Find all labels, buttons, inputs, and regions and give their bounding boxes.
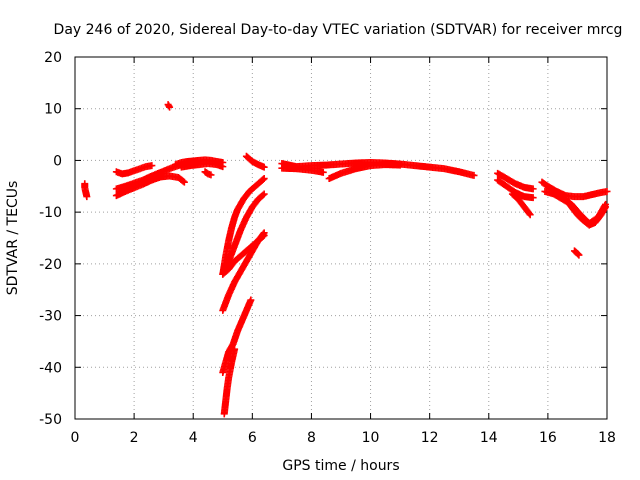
x-tick-label: 16 [539,430,557,446]
data-point [526,211,534,219]
plot-frame [74,56,608,420]
data-point [470,171,478,179]
data-point [603,187,611,195]
y-tick-label: -20 [39,257,62,273]
data-point [247,296,255,304]
y-tick-label: -30 [39,309,62,325]
series-arc-evening-a [494,169,537,193]
x-tick-label: 0 [71,430,80,446]
y-tick-label: -40 [39,360,62,376]
data-point [179,177,187,185]
chart-title: Day 246 of 2020, Sidereal Day-to-day VTE… [54,22,623,38]
series-arc-afternoon-a [242,152,268,171]
series-drop-1 [219,175,268,278]
x-tick-label: 8 [307,430,316,446]
series-drop-4 [219,231,268,278]
data-points [81,101,611,418]
data-point [259,232,267,240]
series-drop-6 [220,345,239,418]
grid [75,57,607,419]
data-point [207,171,215,179]
y-tick-label: 20 [44,50,62,66]
series-arc-noon-c [201,168,215,179]
y-tick-label: -50 [39,412,62,428]
series-arc-morning-low [112,172,188,200]
data-point [260,231,268,239]
data-point [231,345,239,353]
data-point [260,190,268,198]
y-axis-label: SDTVAR / TECUs [5,181,21,296]
series-arc-noon-b [177,160,227,171]
data-point [260,163,268,171]
x-tick-label: 18 [598,430,616,446]
data-point [83,193,91,201]
series-arc-late-d [570,247,583,259]
x-tick-label: 4 [189,430,198,446]
series-drop-2 [222,190,268,273]
data-point [529,185,537,193]
data-point [575,251,583,259]
data-point [260,175,268,183]
data-point [166,103,174,111]
series-arc-afternoon-c [278,164,327,176]
series-arc-afternoon-d [325,161,404,183]
data-point [219,163,227,171]
data-point [180,178,188,186]
x-tick-label: 12 [421,430,439,446]
data-point [259,191,267,199]
y-tick-label: 10 [44,102,62,118]
data-point [396,161,404,169]
y-tick-label: -10 [39,205,62,221]
series-arc-late-c [562,195,610,229]
data-point [529,194,537,202]
series-outlier [164,101,174,111]
x-axis-label: GPS time / hours [282,458,399,474]
x-tick-label: 14 [480,430,498,446]
x-tick-label: 2 [130,430,139,446]
data-point [602,203,610,211]
data-point [259,175,267,183]
x-tick-label: 10 [362,430,380,446]
series-arc-evening-c [508,190,534,219]
data-point [525,210,533,218]
data-point [319,168,327,176]
series-arc-evening-b [494,176,537,202]
series-arc-morning-top [112,162,156,178]
x-tick-label: 6 [248,430,257,446]
axis-ticks: 0 2 4 6 8 10 12 14 16 18 -50 -40 -30 -20 -10 0 10 20 [39,50,616,446]
data-point [148,162,156,170]
y-tick-label: 0 [53,153,62,169]
series-arc-early [81,180,91,201]
